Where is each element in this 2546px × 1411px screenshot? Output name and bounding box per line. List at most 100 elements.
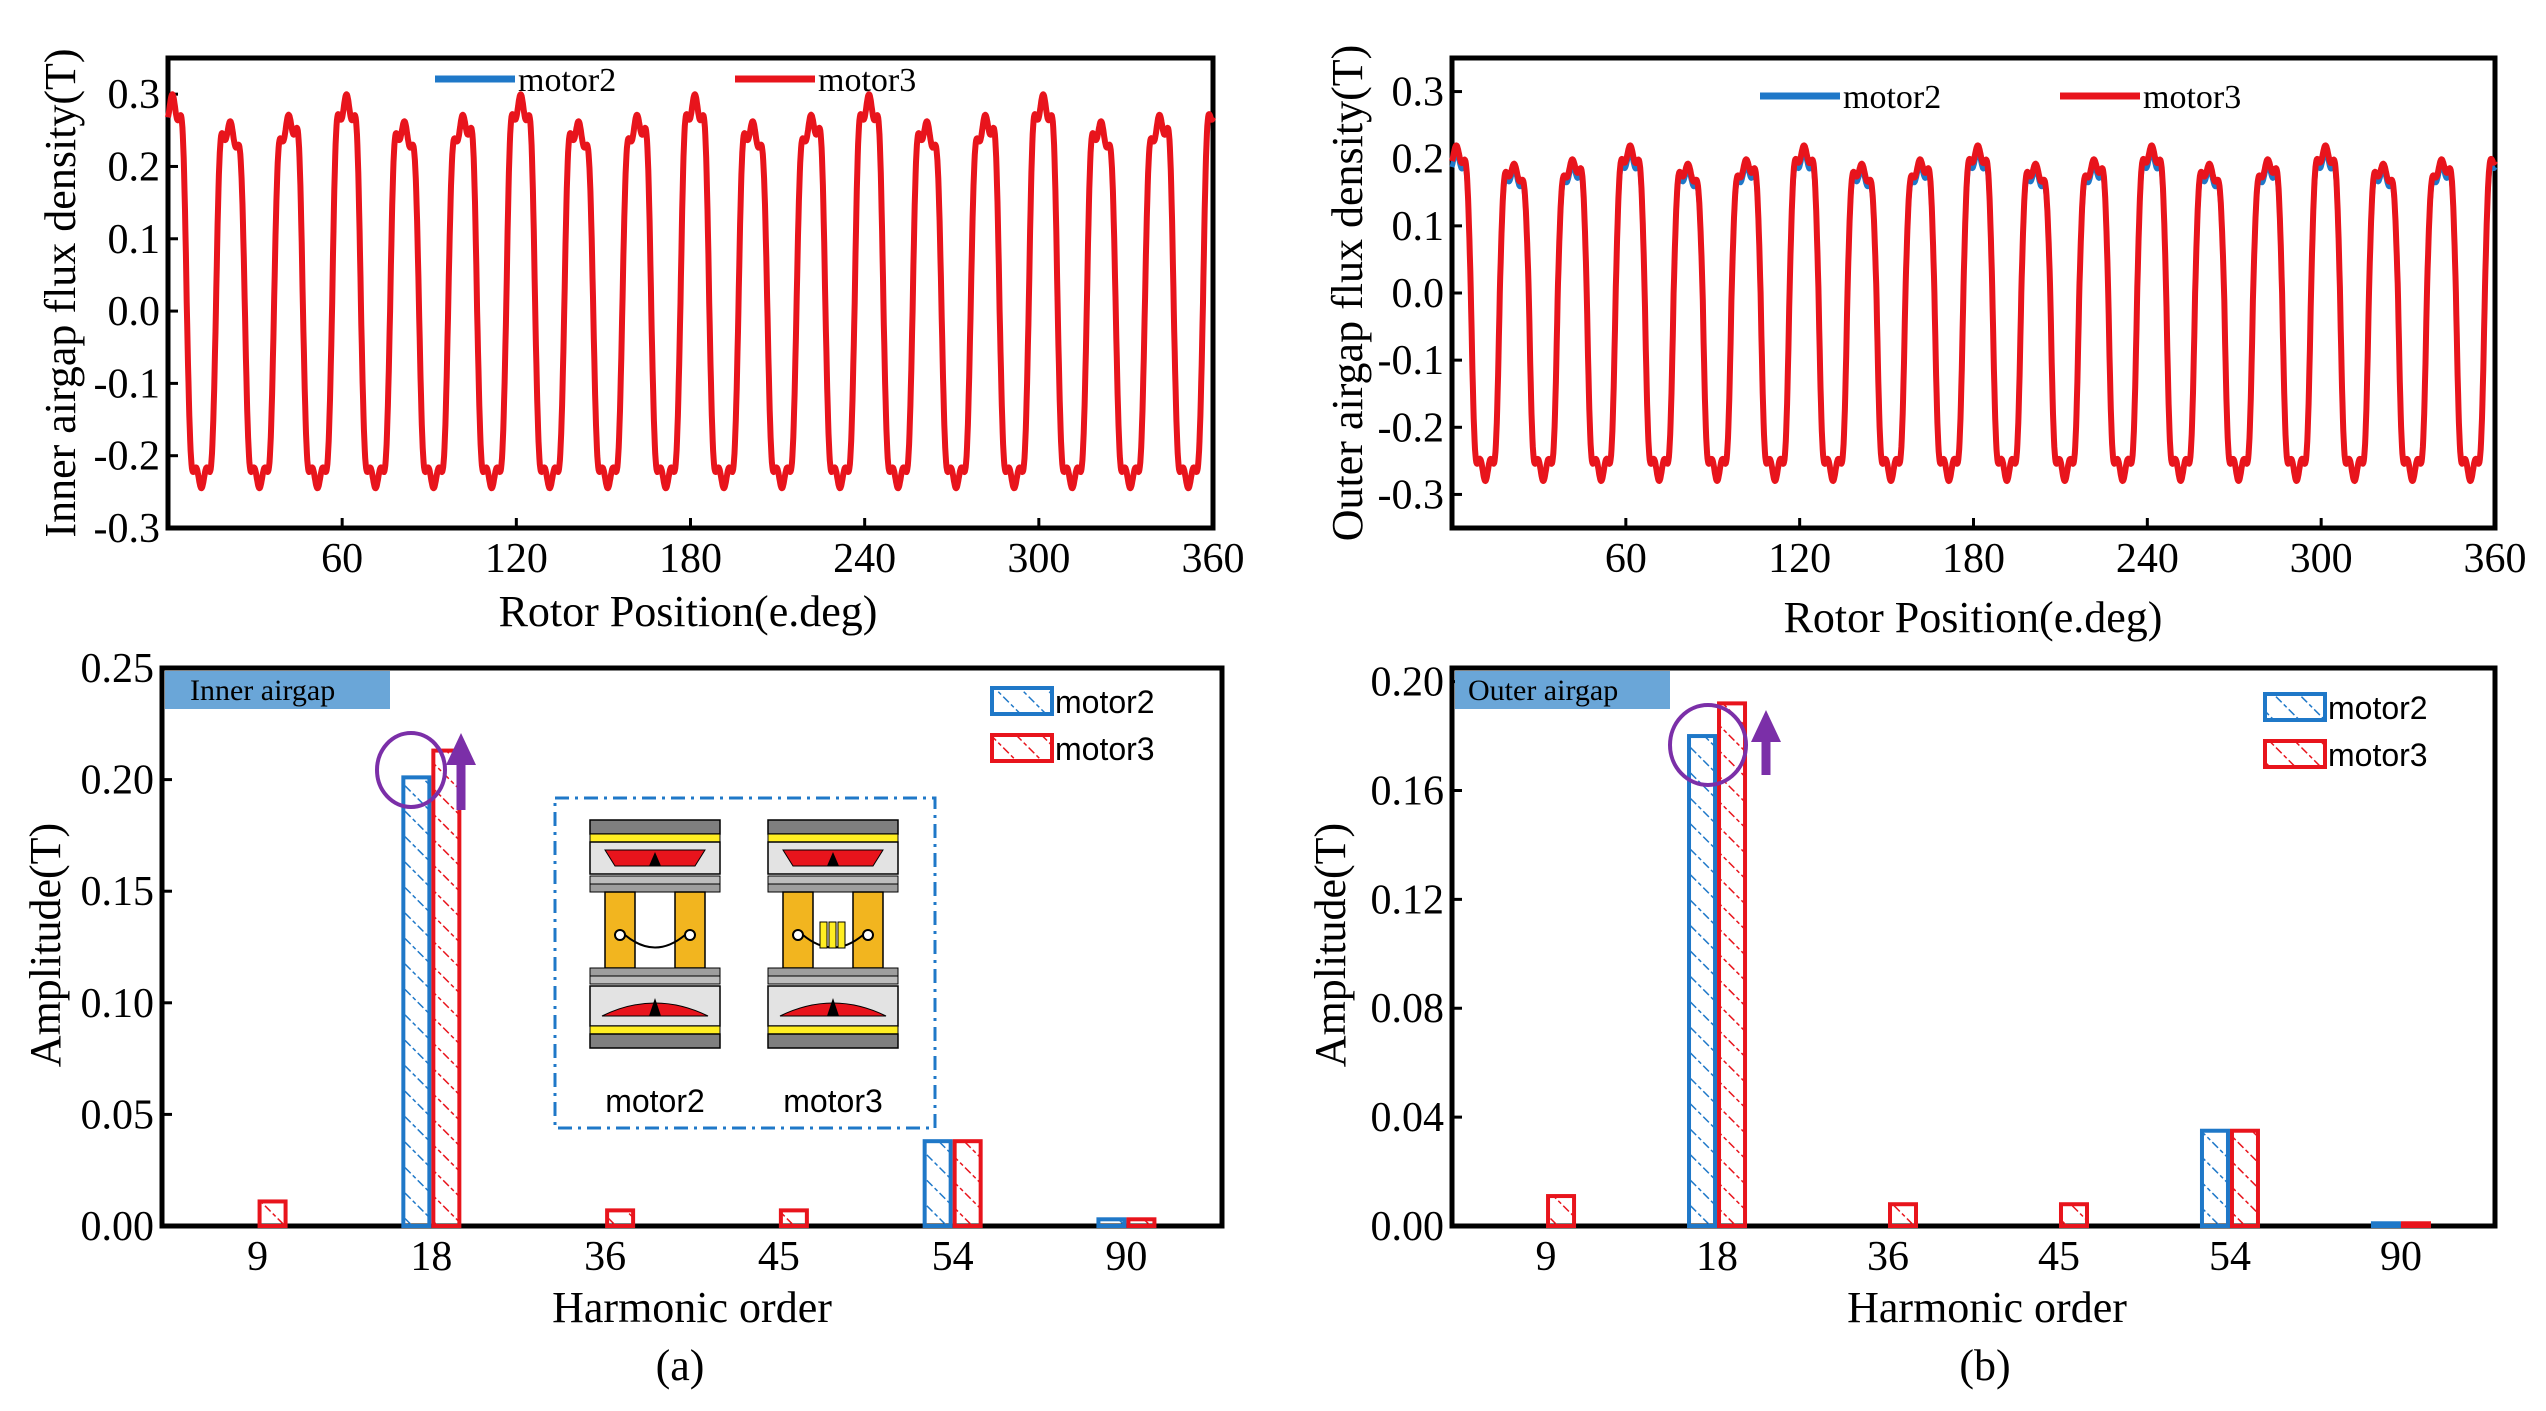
x-tick-label: 120 xyxy=(485,536,548,582)
legend-motor3-label: motor3 xyxy=(818,62,916,99)
x-tick-label: 360 xyxy=(1182,536,1245,582)
bar-motor2-h54 xyxy=(922,1139,953,1228)
outer-harmonics-plot-frame xyxy=(1449,665,2498,1229)
x-tick-label: 120 xyxy=(1768,536,1831,582)
series-line-motor3 xyxy=(165,91,1216,492)
legend-motor2-swatch xyxy=(2263,692,2327,722)
inset-motor3-label: motor3 xyxy=(783,1083,883,1119)
x-tick-label: 18 xyxy=(1696,1234,1738,1280)
outer-harmonics-legend: motor2 motor3 xyxy=(2263,690,2428,773)
legend-motor3-swatch xyxy=(2263,739,2327,769)
y-tick-label: 0.1 xyxy=(1392,204,1445,250)
x-tick-label: 54 xyxy=(2209,1234,2251,1280)
legend-motor2-label: motor2 xyxy=(1843,79,1941,116)
legend-motor3-swatch xyxy=(990,733,1054,763)
bar-motor2-h18 xyxy=(401,775,432,1228)
y-tick-label: -0.3 xyxy=(1378,472,1445,518)
outer-waveform-legend: motor2 motor3 xyxy=(1760,79,2241,116)
outer-harmonics-xlabel: Harmonic order xyxy=(1847,1283,2127,1332)
motor-topology-inset: motor2 motor3 xyxy=(553,796,937,1130)
bar-motor3-h18 xyxy=(431,748,462,1228)
x-tick-label: 36 xyxy=(584,1234,626,1280)
x-tick-label: 9 xyxy=(1536,1234,1557,1280)
y-tick-label: 0.08 xyxy=(1371,986,1445,1032)
y-tick-label: 0.3 xyxy=(1392,70,1445,116)
y-tick-label: 0.25 xyxy=(81,646,155,692)
outer-harmonics-chart: 0.00 0.04 0.08 0.12 0.16 0.20 9 18 36 45 54 90 Oute… xyxy=(1306,660,2498,1390)
series-line-motor3 xyxy=(1449,142,2498,484)
bar-motor3-h45 xyxy=(778,1208,809,1228)
bar-motor3-h9 xyxy=(1546,1194,1577,1229)
y-tick-label: 0.3 xyxy=(108,72,161,118)
inner-harmonics-xlabel: Harmonic order xyxy=(552,1283,832,1332)
highlight-circle xyxy=(375,731,447,809)
x-tick-label: 9 xyxy=(247,1234,268,1280)
legend-motor3-label: motor3 xyxy=(2328,737,2428,773)
legend-motor2-label: motor2 xyxy=(518,62,616,99)
y-tick-label: -0.2 xyxy=(1378,405,1445,451)
inner-airgap-tag-label: Inner airgap xyxy=(190,674,335,707)
outer-airgap-tag-label: Outer airgap xyxy=(1468,674,1618,707)
y-tick-label: 0.15 xyxy=(81,869,155,915)
bar-motor2-h90 xyxy=(1096,1217,1127,1228)
y-tick-label: 0.20 xyxy=(81,758,155,804)
legend-motor2-swatch xyxy=(990,686,1054,716)
inner-harmonics-chart: 0.00 0.05 0.10 0.15 0.20 0.25 9 18 36 45 54 90 Inne… xyxy=(21,646,1225,1390)
outer-airgap-tag xyxy=(1455,671,1670,709)
x-tick-label: 36 xyxy=(1867,1234,1909,1280)
x-tick-label: 240 xyxy=(2116,536,2179,582)
inset-motor2-label: motor2 xyxy=(605,1083,705,1119)
x-tick-label: 300 xyxy=(1007,536,1070,582)
y-tick-label: -0.1 xyxy=(1378,338,1445,384)
inner-harmonics-ylabel: Amplitude(T) xyxy=(21,823,70,1067)
bar-motor3-h45 xyxy=(2058,1202,2089,1228)
x-tick-label: 60 xyxy=(1605,536,1647,582)
x-tick-label: 240 xyxy=(833,536,896,582)
bar-motor3-h90 xyxy=(2400,1221,2431,1229)
series-line-motor2 xyxy=(1449,149,2498,484)
inner-waveform-legend: motor2 motor3 xyxy=(435,62,916,99)
y-tick-label: 0.00 xyxy=(81,1204,155,1250)
inner-waveform-chart: -0.3 -0.2 -0.1 0.0 0.1 0.2 0.3 60 120 180 240 300 36… xyxy=(36,48,1245,636)
outer-harmonics-ylabel: Amplitude(T) xyxy=(1306,823,1355,1067)
inner-waveform-ylabel: Inner airgap flux density(T) xyxy=(36,48,85,537)
caption-a: (a) xyxy=(656,1341,705,1390)
bar-motor2-h18 xyxy=(1687,734,1718,1228)
y-tick-label: 0.16 xyxy=(1371,768,1445,814)
highlight-circle xyxy=(1668,703,1748,787)
x-tick-label: 90 xyxy=(1105,1234,1147,1280)
y-tick-label: 0.00 xyxy=(1371,1204,1445,1250)
y-tick-label: 0.0 xyxy=(1392,271,1445,317)
y-tick-label: 0.2 xyxy=(1392,137,1445,183)
y-tick-label: -0.2 xyxy=(94,434,161,480)
inner-harmonics-plot-frame xyxy=(159,665,1225,1229)
x-tick-label: 54 xyxy=(932,1234,974,1280)
outer-waveform-chart: -0.3 -0.2 -0.1 0.0 0.1 0.2 0.3 60 120 180 240 300 36… xyxy=(1323,45,2527,642)
x-tick-label: 45 xyxy=(2038,1234,2080,1280)
inner-harmonics-legend: motor2 motor3 xyxy=(990,684,1155,767)
caption-b: (b) xyxy=(1959,1341,2010,1390)
bar-motor3-h18 xyxy=(1717,701,1748,1228)
outer-waveform-ylabel: Outer airgap flux density(T) xyxy=(1323,45,1372,541)
y-tick-label: 0.12 xyxy=(1371,877,1445,923)
bar-motor3-h9 xyxy=(257,1199,288,1228)
x-tick-label: 18 xyxy=(410,1234,452,1280)
motor3-cross-section xyxy=(767,819,899,1049)
legend-motor3-label: motor3 xyxy=(1055,731,1155,767)
y-tick-label: 0.2 xyxy=(108,144,161,190)
x-tick-label: 180 xyxy=(659,536,722,582)
x-tick-label: 300 xyxy=(2290,536,2353,582)
bar-motor3-h54 xyxy=(952,1139,983,1228)
x-tick-label: 60 xyxy=(321,536,363,582)
legend-motor3-label: motor3 xyxy=(2143,79,2241,116)
legend-motor2-label: motor2 xyxy=(2328,690,2428,726)
y-tick-label: 0.20 xyxy=(1371,660,1445,706)
increase-arrow-icon xyxy=(1751,710,1781,775)
y-tick-label: -0.3 xyxy=(94,506,161,552)
y-tick-label: -0.1 xyxy=(94,361,161,407)
outer-waveform-xlabel: Rotor Position(e.deg) xyxy=(1784,593,2163,642)
bar-motor2-h90 xyxy=(2370,1221,2401,1229)
motor2-cross-section xyxy=(589,819,721,1049)
bar-motor3-h36 xyxy=(605,1208,636,1228)
